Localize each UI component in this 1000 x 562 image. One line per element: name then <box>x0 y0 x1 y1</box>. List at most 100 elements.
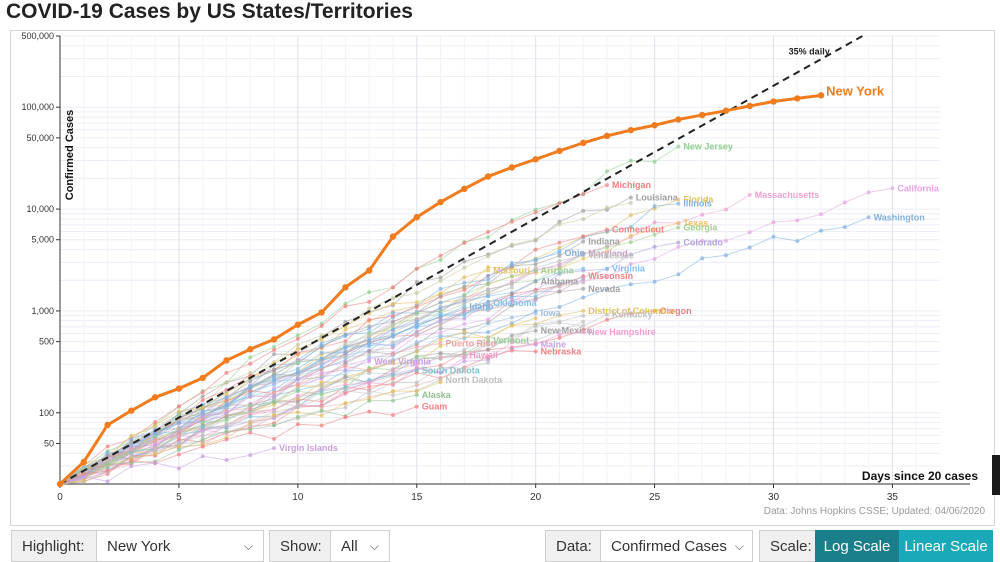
highlight-series-point <box>770 98 777 105</box>
series-point <box>343 354 348 359</box>
series-point <box>533 349 538 354</box>
series-point <box>390 323 395 328</box>
series-point <box>390 319 395 324</box>
highlight-series-point <box>675 116 682 123</box>
series-point <box>176 441 181 446</box>
series-label: Idaho <box>469 302 494 312</box>
highlight-series-point <box>461 185 468 193</box>
series-label: Nebraska <box>541 346 583 356</box>
series-point <box>224 418 229 423</box>
series-point <box>557 222 562 227</box>
series-point <box>343 385 348 390</box>
series-point <box>248 406 253 411</box>
series-point <box>295 336 300 341</box>
log-scale-button[interactable]: Log Scale <box>815 530 899 562</box>
series-point <box>295 370 300 375</box>
series-point <box>319 413 324 418</box>
series-point <box>676 220 681 225</box>
series-point <box>723 207 728 212</box>
series-point <box>343 334 348 339</box>
y-tick-label: 50,000 <box>26 133 54 143</box>
series-point <box>224 380 229 385</box>
show-select-value: All <box>341 537 358 555</box>
series-point <box>747 230 752 235</box>
highlight-select[interactable]: New York ⌵ <box>96 530 264 562</box>
series-line-virgin-islands <box>59 447 275 485</box>
series-point <box>581 274 586 279</box>
show-select[interactable]: All ⌵ <box>330 530 390 562</box>
series-point <box>105 468 110 473</box>
series-point <box>438 300 443 305</box>
data-label: Data: <box>545 530 601 562</box>
series-point <box>224 395 229 400</box>
series-point <box>295 389 300 394</box>
series-label: Maryland <box>588 249 628 259</box>
linear-scale-button[interactable]: Linear Scale <box>899 530 993 562</box>
series-point <box>509 281 514 286</box>
series-point <box>272 400 277 405</box>
series-point <box>700 256 705 261</box>
series-point <box>533 247 538 252</box>
series-point <box>105 462 110 467</box>
highlight-series-point <box>365 267 373 274</box>
series-point <box>248 370 253 375</box>
series-point <box>414 345 419 350</box>
series-point <box>414 392 419 397</box>
series-point <box>390 398 395 403</box>
series-point <box>462 312 467 317</box>
series-point <box>200 454 205 459</box>
series-point <box>367 384 372 389</box>
series-point <box>438 279 443 284</box>
series-point <box>652 257 657 262</box>
highlight-series-point <box>794 95 801 102</box>
series-point <box>462 275 467 280</box>
series-point <box>224 408 229 413</box>
series-point <box>486 235 491 240</box>
series-point <box>438 306 443 311</box>
series-point <box>462 355 467 360</box>
series-point <box>367 341 372 346</box>
series-label: Nevada <box>588 284 621 294</box>
series-point <box>557 245 562 250</box>
series-point <box>319 324 324 329</box>
series-label: Massachusetts <box>755 190 820 200</box>
series-point <box>176 444 181 449</box>
series-label: New Jersey <box>683 142 733 152</box>
highlight-series-point <box>698 111 706 119</box>
series-point <box>390 373 395 378</box>
series-point <box>676 225 681 230</box>
series-point <box>224 425 229 430</box>
chevron-down-icon: ⌵ <box>369 538 379 553</box>
series-point <box>248 388 253 393</box>
series-point <box>486 300 491 305</box>
highlight-series-point <box>389 233 397 240</box>
series-point <box>200 414 205 419</box>
series-point <box>153 460 158 465</box>
series-point <box>557 240 562 245</box>
series-point <box>438 286 443 291</box>
series-point <box>533 262 538 267</box>
series-point <box>462 304 467 309</box>
series-point <box>390 310 395 315</box>
series-point <box>319 423 324 428</box>
highlight-series-point <box>151 394 159 401</box>
series-point <box>462 284 467 289</box>
series-point <box>652 308 657 313</box>
data-select[interactable]: Confirmed Cases ⌵ <box>600 530 753 562</box>
series-point <box>295 410 300 415</box>
series-point <box>557 262 562 267</box>
series-label: Georgia <box>683 222 718 232</box>
series-point <box>581 330 586 335</box>
series-point <box>414 368 419 373</box>
series-point <box>390 340 395 345</box>
series-point <box>581 253 586 258</box>
series-label: Alaska <box>422 390 452 400</box>
series-point <box>605 266 610 271</box>
series-point <box>129 458 134 463</box>
series-label: Maine <box>541 339 567 349</box>
series-label: Ohio <box>564 248 585 258</box>
series-point <box>319 392 324 397</box>
series-point <box>581 256 586 261</box>
series-point <box>676 144 681 149</box>
series-point <box>771 234 776 239</box>
